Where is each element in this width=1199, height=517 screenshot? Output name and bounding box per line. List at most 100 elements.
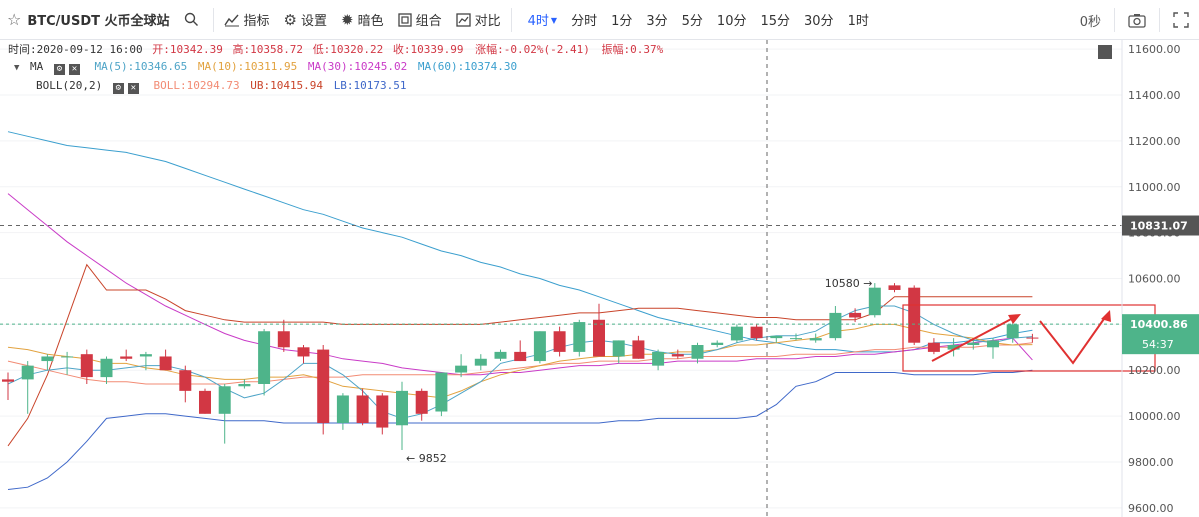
indicators-icon [223,13,240,27]
resolution-0[interactable]: 4时 ▼ [527,14,558,29]
toolbar-divider [510,7,512,32]
candle-body [730,326,743,341]
boll-ub-value: UB:10415.94 [250,79,324,92]
current-price-tag [1122,314,1199,355]
candle-body [888,285,901,290]
resolution-6[interactable]: 15分 [760,14,791,29]
ma-settings-icon[interactable]: ⚙ [53,64,65,75]
current-price-text: 10400.86 [1130,318,1188,331]
candle-body [336,395,349,423]
ma-close-icon[interactable]: ✕ [68,64,80,75]
drawn-trend-arrow [931,316,1016,362]
legend-amplitude: 振幅:0.37% [601,43,664,56]
compare-label: 对比 [474,14,501,29]
candle-body [356,395,369,423]
toolbar-divider [212,7,214,32]
combo-button[interactable]: 组合 [391,0,449,40]
crosshair-price-tag [1122,215,1199,236]
price-axis: 9600.009800.0010000.0010200.0010400.0010… [1121,40,1199,517]
chart-area[interactable]: 10580 → ← 9852 9600.00 9800.00 10000.00 1020… [0,40,1199,517]
candle-body [573,322,586,352]
ma30-value: MA(30):10245.02 [307,60,408,73]
sun-icon: ✹ [341,10,354,29]
candle-body [553,331,566,352]
candle-body [514,351,527,362]
grid-layer [0,48,1122,509]
ma60-value: MA(60):10374.30 [417,60,518,73]
candle-body [120,356,133,359]
indicator-layer [7,131,1033,490]
symbol-label: BTC/USDT 火币全球站 [27,14,170,29]
symbol-search-button[interactable] [177,0,210,40]
candle-body [829,312,842,339]
resolution-1[interactable]: 分时 [571,14,598,29]
price-tick-label: 11000.00 [1128,181,1181,194]
boll-legend-name: BOLL(20,2) [36,79,103,92]
candle-body [238,383,251,387]
candle-body [474,358,487,366]
candle-body [868,287,881,316]
candle-body [21,365,34,380]
resolution-3[interactable]: 3分 [646,14,668,29]
boll-mid-line [7,342,1033,385]
candle-body [455,365,468,373]
candle-body [987,340,999,348]
ma10-line [7,323,1033,399]
candle-body [435,372,448,412]
resolution-8[interactable]: 1时 [847,14,869,29]
candle-body [258,331,271,384]
candle-body [80,354,93,378]
ma10-value: MA(10):10311.95 [197,60,298,73]
settings-label: 设置 [300,14,327,29]
boll-close-icon[interactable]: ✕ [127,83,139,94]
candle-body [1006,324,1019,339]
price-chart[interactable]: 10580 → ← 9852 9600.00 9800.00 10000.00 1020… [0,40,1199,517]
candle-body [809,338,822,341]
resolution-7[interactable]: 30分 [804,14,834,29]
legend-high: 高:10358.72 [232,43,304,56]
candle-body [691,345,704,359]
gear-icon: ⚙ [283,10,297,29]
indicators-button[interactable]: 指标 [217,0,277,40]
candle-body [908,287,921,343]
candle-body [179,370,192,391]
candle-body [947,345,960,350]
camera-icon [1128,13,1146,28]
screenshot-button[interactable] [1118,0,1156,40]
fullscreen-icon [1173,12,1189,28]
compare-button[interactable]: 对比 [449,0,508,40]
candle-body [711,342,724,346]
resolution-5[interactable]: 10分 [716,14,747,29]
low-marker-label: ← 9852 [406,452,447,465]
drawn-projection-arrowhead [1101,310,1111,322]
boll-legend: BOLL(20,2) ⚙ ✕ BOLL:10294.73 UB:10415.94 … [36,79,407,94]
candle-body [199,390,211,414]
candle-body [652,351,665,366]
boll-settings-icon[interactable]: ⚙ [112,83,124,94]
price-tick-label: 11400.00 [1128,89,1181,102]
candle-body [297,347,310,357]
settings-button[interactable]: ⚙ 设置 [277,0,334,40]
resolution-2[interactable]: 1分 [611,14,633,29]
theme-button[interactable]: ✹ 暗色 [334,0,391,40]
candle-body [967,342,980,346]
resolution-4[interactable]: 5分 [681,14,703,29]
toolbar-right: 0秒 [1070,0,1199,40]
compare-icon [455,12,471,27]
candle-body [2,379,14,382]
symbol-selector[interactable]: ☆ BTC/USDT 火币全球站 [0,0,177,40]
fullscreen-button[interactable] [1163,0,1199,40]
ma-collapse-icon[interactable]: ▼ [14,63,20,73]
resolution-list: 4时 ▼ 分时 1分 3分 5分 10分 15分 30分 1时 [515,10,876,29]
candle-body [415,390,428,414]
countdown-tag-text: 54:37 [1142,338,1174,351]
candle-body [593,319,605,357]
drawn-arrowhead [1008,314,1021,324]
favorite-star-icon[interactable]: ☆ [7,10,22,29]
candle-body [376,395,389,428]
boll-mid-value: BOLL:10294.73 [153,79,240,92]
candle-body [100,358,113,378]
ma-legend: ▼ MA ⚙ ✕ MA(5):10346.65 MA(10):10311.95 M… [14,60,517,75]
layout-icon [397,12,412,27]
price-tick-label: 11200.00 [1128,135,1181,148]
